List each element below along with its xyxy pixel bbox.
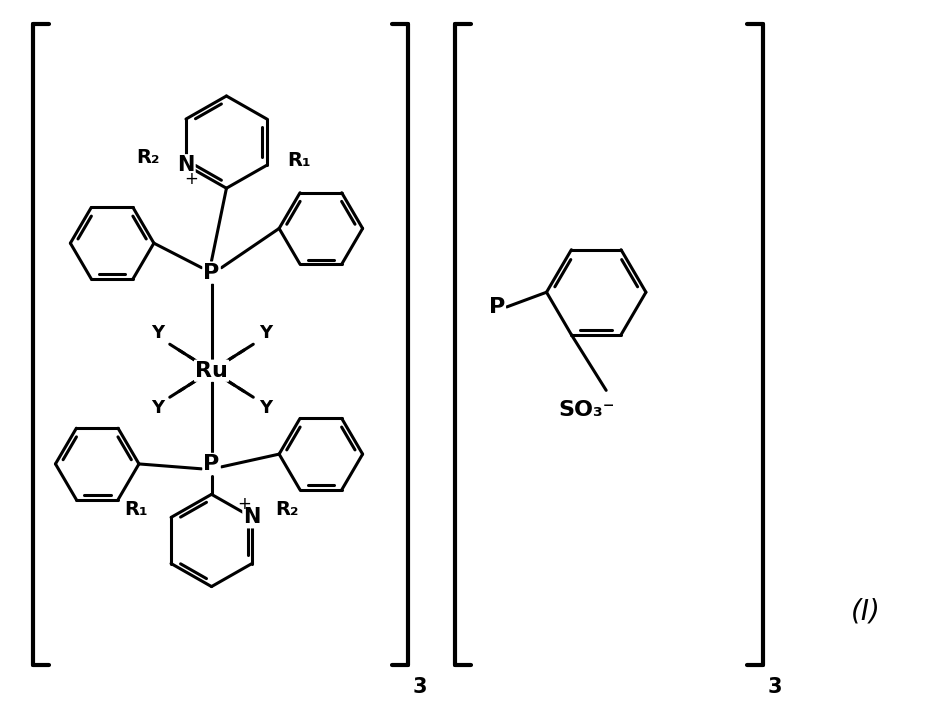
Text: P: P — [204, 263, 219, 283]
Text: P: P — [204, 454, 219, 474]
Text: R₂: R₂ — [136, 148, 160, 167]
Text: P: P — [488, 297, 505, 317]
Text: (I): (I) — [851, 597, 881, 625]
Text: Ru: Ru — [195, 361, 228, 381]
Text: N: N — [243, 508, 261, 527]
Text: Y: Y — [150, 324, 163, 342]
Text: R₁: R₁ — [124, 500, 149, 519]
Text: SO₃⁻: SO₃⁻ — [558, 400, 615, 420]
Text: Y: Y — [150, 399, 163, 417]
Text: +: + — [184, 170, 198, 188]
Text: N: N — [177, 155, 194, 175]
Text: R₂: R₂ — [275, 500, 299, 519]
Text: Y: Y — [260, 324, 273, 342]
Text: 3: 3 — [412, 677, 427, 697]
Text: 3: 3 — [767, 677, 782, 697]
Text: R₁: R₁ — [287, 150, 310, 169]
Text: Y: Y — [260, 399, 273, 417]
Text: +: + — [237, 495, 251, 512]
